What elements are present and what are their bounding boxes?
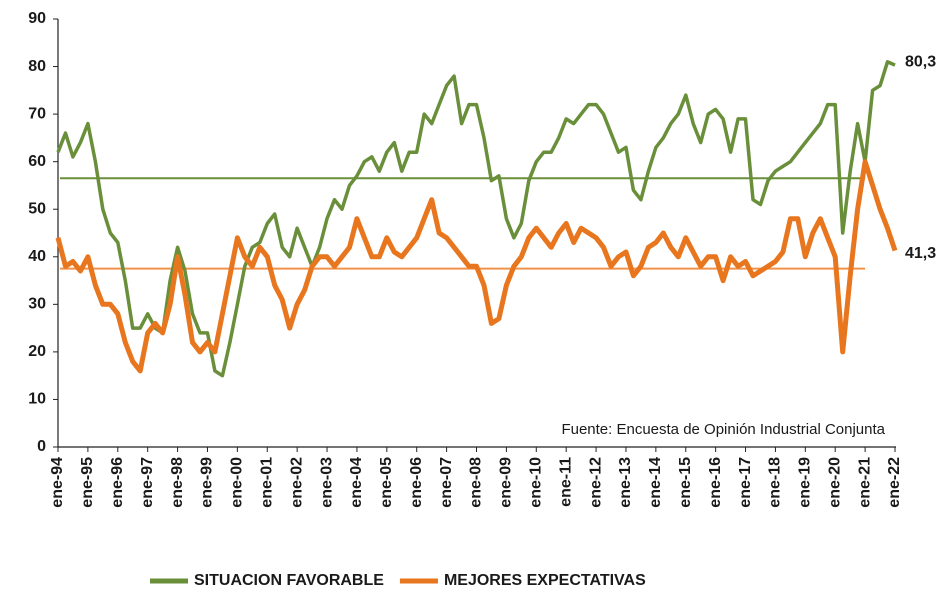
x-tick-label: ene-16: [707, 457, 724, 508]
y-tick-label: 60: [28, 153, 46, 170]
x-tick-label: ene-11: [557, 457, 574, 507]
series-line: [55, 159, 898, 374]
y-tick-label: 0: [37, 438, 46, 455]
x-tick-label: ene-02: [288, 457, 305, 508]
x-tick-label: ene-00: [229, 457, 246, 508]
x-tick-label: ene-99: [199, 457, 216, 508]
x-tick-label: ene-05: [378, 457, 395, 508]
x-tick-label: ene-95: [79, 457, 96, 508]
x-tick-label: ene-17: [737, 457, 754, 508]
source-note: Fuente: Encuesta de Opinión Industrial C…: [561, 421, 885, 438]
legend-label: MEJORES EXPECTATIVAS: [444, 572, 646, 589]
x-tick-label: ene-22: [886, 457, 903, 508]
x-tick-label: ene-01: [258, 457, 275, 508]
x-tick-label: ene-14: [647, 457, 664, 508]
y-tick-label: 80: [28, 58, 46, 75]
end-label: 41,3: [905, 245, 936, 262]
y-tick-label: 20: [28, 343, 46, 360]
x-tick-label: ene-10: [528, 457, 545, 508]
y-tick-label: 90: [28, 10, 46, 27]
x-tick-label: ene-21: [856, 457, 873, 508]
x-tick-label: ene-03: [318, 457, 335, 508]
x-tick-label: ene-96: [109, 457, 126, 508]
end-label: 80,3: [905, 53, 936, 70]
y-tick-label: 50: [28, 200, 46, 217]
x-tick-label: ene-13: [617, 457, 634, 508]
x-tick-label: ene-09: [498, 457, 515, 508]
y-tick-label: 30: [28, 296, 46, 313]
x-tick-label: ene-06: [408, 457, 425, 508]
series-line: [56, 60, 896, 378]
x-tick-label: ene-98: [169, 457, 186, 508]
x-tick-label: ene-04: [348, 457, 365, 508]
x-tick-label: ene-12: [587, 457, 604, 508]
x-tick-label: ene-20: [826, 457, 843, 508]
x-tick-label: ene-18: [767, 457, 784, 508]
x-tick-label: ene-97: [139, 457, 156, 508]
x-tick-label: ene-19: [797, 457, 814, 508]
y-tick-label: 40: [28, 248, 46, 265]
x-tick-label: ene-07: [438, 457, 455, 508]
x-tick-label: ene-15: [677, 457, 694, 508]
y-tick-label: 70: [28, 105, 46, 122]
x-tick-label: ene-08: [468, 457, 485, 508]
y-tick-label: 10: [28, 391, 46, 408]
x-tick-label: ene-94: [49, 457, 66, 508]
legend-label: SITUACION FAVORABLE: [194, 572, 384, 589]
